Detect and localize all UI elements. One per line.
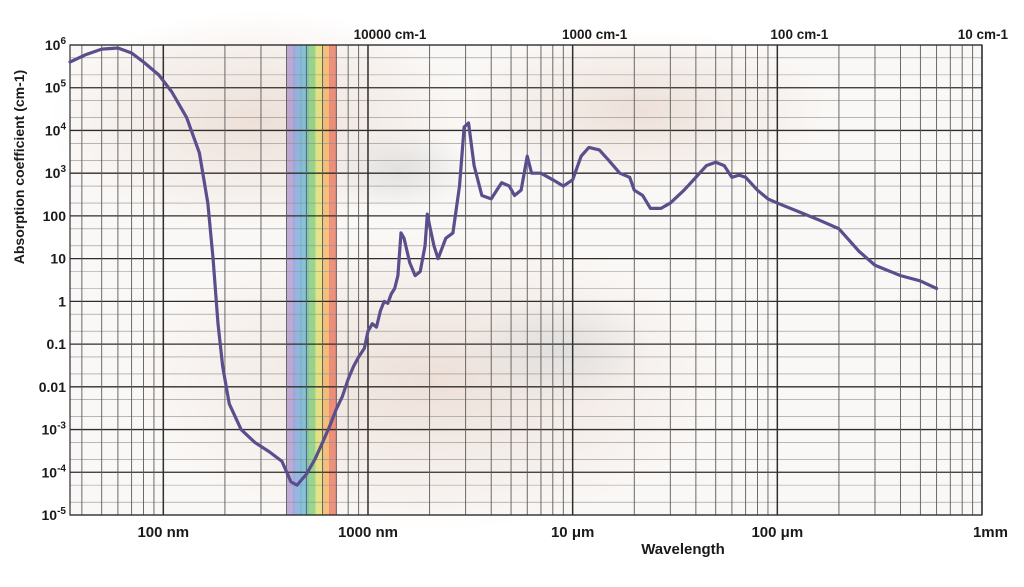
x-tick-label-top: 10000 cm-1 [354,27,427,42]
x-tick-label: 1000 nm [338,524,398,541]
x-tick-label-top: 1000 cm-1 [562,27,628,42]
y-tick-label: 105 [45,79,67,96]
y-tick-label: 10-4 [42,463,67,480]
y-tick-label: 104 [45,121,67,138]
x-tick-label-top: 100 cm-1 [770,27,828,42]
y-tick-label: 10-3 [42,421,67,438]
series-line [68,46,939,487]
y-tick-label: 106 [45,36,67,53]
x-tick-label-top: 10 cm-1 [958,27,1009,42]
y-tick-label: 10-5 [42,506,67,523]
x-tick-label: 100 nm [137,524,189,541]
y-tick-label: 0.1 [47,336,67,352]
y-tick-label: 100 [43,208,67,224]
spectrum-band-stripe [286,45,295,515]
plot-frame [69,44,983,516]
spectrum-band-stripe [307,45,316,515]
x-tick-labels-bottom: 100 nm 1000 nm 10 μm 100 μm 1mm [137,524,1008,541]
y-tick-label: 10 [50,251,66,267]
x-tick-label: 10 μm [551,524,594,541]
x-tick-label: 1mm [973,524,1008,541]
x-tick-labels-top: 10000 cm-1 1000 cm-1 100 cm-1 10 cm-1 [354,27,1009,42]
series-layer [68,46,939,487]
spectrum-band-stripe [314,45,323,515]
spectrum-band-stripe [322,45,330,515]
x-axis-title: Wavelength [641,541,725,558]
background-skin-glow [450,30,830,190]
y-tick-label: 0.01 [39,379,66,395]
background-shadow-glow [330,130,470,210]
spectrum-band-stripe [293,45,302,515]
visible-spectrum-band [286,45,337,515]
spectrum-band-stripe [329,45,337,515]
y-tick-label: 103 [45,164,67,181]
y-tick-label: 1 [58,293,66,309]
background-shadow-glow [470,295,650,405]
y-axis-title: Absorption coefficient (cm-1) [11,70,27,264]
y-tick-labels: 10-5 10-4 10-3 0.01 0.1 1 10 100 103 104 105 106 [39,36,67,523]
spectrum-band-stripe [300,45,309,515]
x-tick-label: 100 μm [751,524,803,541]
